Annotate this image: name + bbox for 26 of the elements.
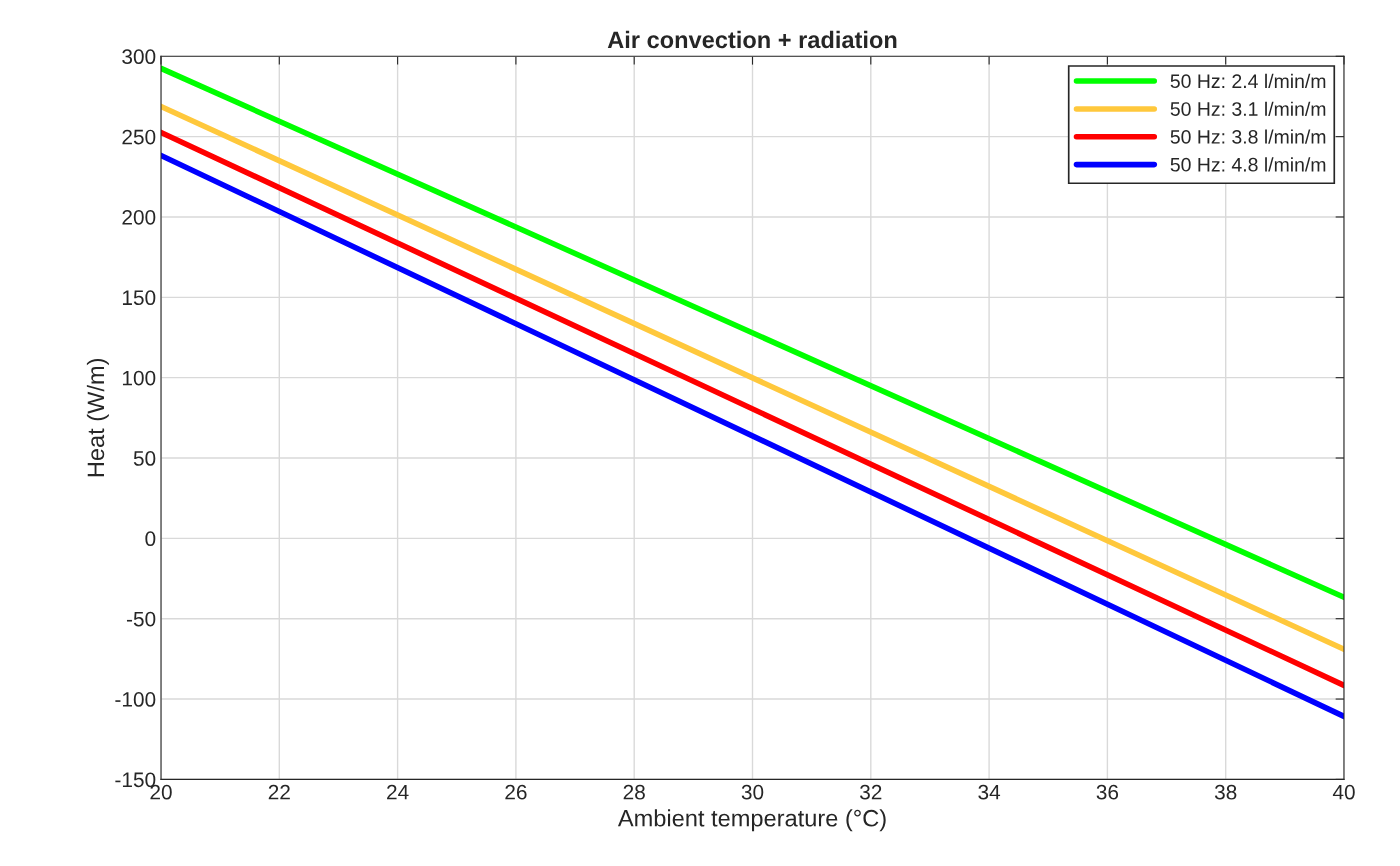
chart-title: Air convection + radiation xyxy=(607,30,897,49)
x-axis-title: Ambient temperature (°C) xyxy=(617,809,886,832)
y-tick-label: 50 xyxy=(133,451,156,466)
y-tick-label: 100 xyxy=(122,370,156,386)
y-tick-label: 250 xyxy=(122,129,156,145)
x-tick-label: 38 xyxy=(1214,784,1237,800)
x-tick-label: 32 xyxy=(860,784,882,800)
x-tick-label: 24 xyxy=(387,784,409,800)
x-tick-label: 26 xyxy=(505,784,527,800)
y-tick-label: 200 xyxy=(122,209,156,225)
x-tick-label: 40 xyxy=(1332,784,1355,800)
x-tick-label: 28 xyxy=(623,784,645,800)
x-tick-label: 34 xyxy=(978,784,1001,800)
x-tick-label: 22 xyxy=(268,784,290,800)
legend-label: 50 Hz: 3.8 l/min/m xyxy=(1170,129,1326,144)
x-tick-label: 30 xyxy=(741,784,764,800)
y-tick-label: 150 xyxy=(122,290,156,306)
legend-label: 50 Hz: 3.1 l/min/m xyxy=(1170,101,1326,116)
legend-label: 50 Hz: 2.4 l/min/m xyxy=(1170,73,1326,89)
y-tick-label: 0 xyxy=(145,531,156,547)
legend-label: 50 Hz: 4.8 l/min/m xyxy=(1170,157,1326,172)
y-axis-title: Heat (W/m) xyxy=(86,358,109,477)
x-tick-label: 36 xyxy=(1096,784,1119,800)
y-tick-label: -50 xyxy=(126,611,156,627)
y-tick-label: 300 xyxy=(122,49,156,65)
y-tick-label: -100 xyxy=(115,692,156,707)
